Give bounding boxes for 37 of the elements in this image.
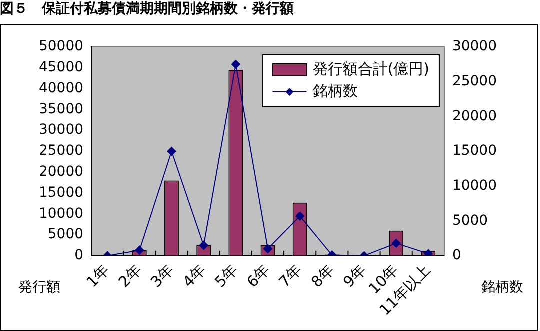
point <box>424 249 433 256</box>
x-tick-label: 4年 <box>179 261 210 292</box>
point <box>296 212 305 221</box>
point <box>231 60 240 69</box>
x-tick-label: 6年 <box>243 261 274 292</box>
y2-axis-title: 銘柄数 <box>481 280 524 296</box>
x-tick-label: 7年 <box>276 261 306 292</box>
y-tick-label: 15000 <box>38 184 84 201</box>
point <box>167 146 176 156</box>
y2-tick-label: 15000 <box>452 143 498 160</box>
x-tick-label: 1年 <box>83 261 114 292</box>
x-tick-label: 8年 <box>308 261 338 292</box>
y-axis-title: 発行額 <box>18 280 61 296</box>
x-tick-label: 2年 <box>115 261 146 292</box>
x-tick-label: 3年 <box>147 261 178 292</box>
y-tick-label: 25000 <box>38 143 84 160</box>
y2-tick-label: 25000 <box>452 73 498 90</box>
y-tick-label: 10000 <box>38 206 84 222</box>
y-tick-label: 40000 <box>38 80 84 96</box>
x-tick-label: 9年 <box>340 261 370 292</box>
y2-tick-label: 5000 <box>452 212 488 229</box>
chart-title: 図５ 保証付私募債満期期間別銘柄数・発行額 <box>0 0 294 19</box>
y-tick-label: 50000 <box>38 38 84 55</box>
y-tick-label: 5000 <box>48 226 84 243</box>
y-tick-label: 45000 <box>38 60 84 76</box>
y2-tick-label: 30000 <box>452 38 498 55</box>
y-tick-label: 30000 <box>38 122 84 138</box>
x-tick-label: 5年 <box>211 261 242 292</box>
y-tick-label: 35000 <box>38 101 84 118</box>
y-tick-label: 0 <box>74 248 84 264</box>
legend-label: 発行額合計(億円) <box>312 60 430 78</box>
point <box>135 246 144 255</box>
legend-label: 銘柄数 <box>312 82 358 100</box>
y2-tick-label: 20000 <box>452 108 498 124</box>
y-tick-label: 20000 <box>38 164 84 180</box>
y2-tick-label: 0 <box>452 248 462 264</box>
y2-tick-label: 10000 <box>452 178 498 194</box>
